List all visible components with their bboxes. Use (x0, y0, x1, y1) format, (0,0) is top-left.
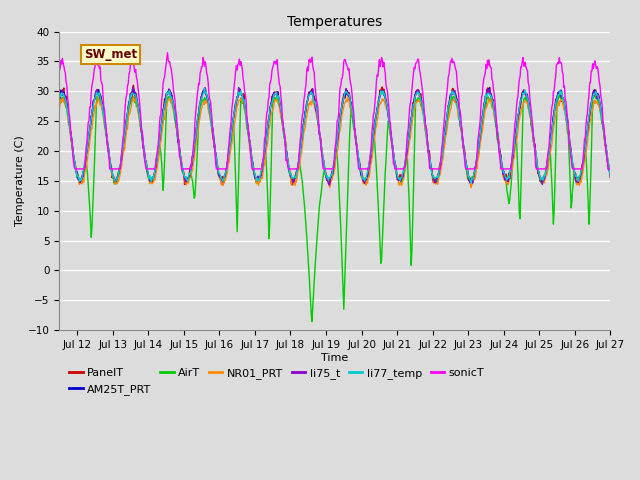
sonicT (38, 166, 45, 172)
sonicT (163, 57, 171, 62)
AM25T_PRT (502, 179, 510, 185)
NR01_PRT (130, 94, 138, 100)
sonicT (447, 60, 455, 65)
li75_t (326, 182, 333, 188)
AM25T_PRT (164, 91, 172, 96)
li77_temp (47, 156, 54, 161)
sonicT (501, 166, 509, 172)
li77_temp (607, 173, 614, 179)
AirT (47, 156, 54, 162)
li75_t (38, 174, 45, 180)
AirT (116, 170, 124, 176)
PanelT (130, 82, 138, 88)
AirT (501, 175, 509, 181)
AirT (518, 135, 526, 141)
NR01_PRT (607, 174, 614, 180)
AM25T_PRT (47, 150, 55, 156)
AirT (447, 98, 455, 104)
AM25T_PRT (447, 91, 455, 97)
Legend: PanelT, AM25T_PRT, AirT, NR01_PRT, li75_t, li77_temp, sonicT: PanelT, AM25T_PRT, AirT, NR01_PRT, li75_… (65, 364, 489, 399)
AM25T_PRT (607, 170, 614, 176)
li75_t (47, 154, 54, 160)
li75_t (448, 91, 456, 97)
Line: AirT: AirT (42, 94, 611, 322)
Line: PanelT: PanelT (42, 85, 611, 185)
Title: Temperatures: Temperatures (287, 15, 383, 29)
AM25T_PRT (40, 180, 47, 186)
li77_temp (447, 91, 455, 96)
PanelT (519, 89, 527, 95)
Text: SW_met: SW_met (84, 48, 138, 61)
li77_temp (163, 90, 171, 96)
sonicT (518, 58, 526, 64)
sonicT (164, 50, 172, 56)
PanelT (47, 156, 54, 162)
Line: NR01_PRT: NR01_PRT (42, 97, 611, 188)
AM25T_PRT (38, 172, 45, 178)
AM25T_PRT (519, 90, 527, 96)
li75_t (116, 167, 124, 172)
Line: li77_temp: li77_temp (42, 88, 611, 183)
PanelT (288, 182, 296, 188)
X-axis label: Time: Time (321, 353, 349, 363)
AirT (607, 170, 614, 176)
li77_temp (467, 180, 475, 186)
Line: li75_t: li75_t (42, 87, 611, 185)
AirT (308, 319, 316, 324)
li77_temp (116, 164, 124, 170)
PanelT (502, 171, 510, 177)
Y-axis label: Temperature (C): Temperature (C) (15, 135, 25, 226)
PanelT (38, 172, 45, 178)
PanelT (116, 167, 124, 173)
li77_temp (201, 85, 209, 91)
li75_t (130, 84, 138, 90)
li75_t (502, 177, 510, 183)
sonicT (116, 166, 124, 172)
li77_temp (519, 90, 527, 96)
NR01_PRT (519, 102, 527, 108)
NR01_PRT (47, 164, 54, 170)
Line: sonicT: sonicT (42, 53, 611, 169)
li75_t (519, 88, 527, 94)
Line: AM25T_PRT: AM25T_PRT (42, 88, 611, 183)
li75_t (164, 90, 172, 96)
NR01_PRT (467, 185, 475, 191)
NR01_PRT (38, 169, 45, 175)
li75_t (607, 174, 614, 180)
PanelT (448, 87, 456, 93)
AM25T_PRT (485, 85, 493, 91)
PanelT (607, 175, 614, 180)
li77_temp (38, 173, 45, 179)
li77_temp (502, 175, 510, 180)
AM25T_PRT (116, 164, 124, 169)
AirT (556, 91, 563, 96)
NR01_PRT (116, 175, 124, 180)
NR01_PRT (447, 106, 455, 111)
PanelT (164, 90, 172, 96)
AirT (38, 173, 45, 179)
sonicT (47, 151, 54, 156)
NR01_PRT (502, 180, 510, 186)
sonicT (607, 166, 614, 172)
NR01_PRT (164, 98, 172, 104)
AirT (163, 97, 171, 103)
